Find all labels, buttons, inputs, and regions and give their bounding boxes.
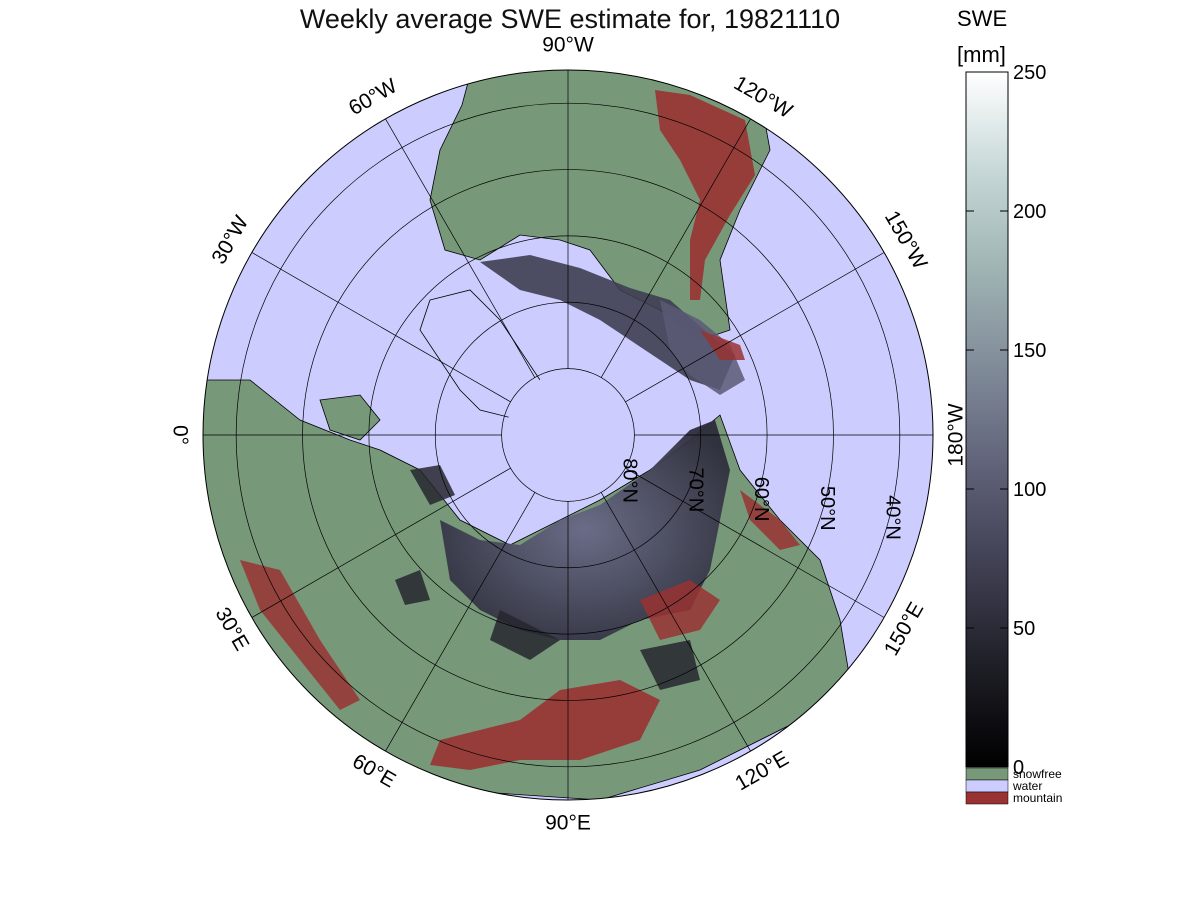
colorbar-unit: [mm] xyxy=(957,42,1006,67)
meridian-line xyxy=(251,467,511,618)
snow-cover-alaska xyxy=(660,300,745,395)
colorbar-tick-label: 50 xyxy=(1013,618,1035,640)
latitude-label: 60°N xyxy=(750,477,772,522)
colorbar-tick-label: 0 xyxy=(1013,757,1024,779)
meridian-line xyxy=(625,467,885,618)
longitude-label: 60°W xyxy=(345,74,401,120)
meridian-line xyxy=(251,252,511,403)
colorbar-ticks: 0 50 100 150 200 250 xyxy=(966,62,1046,779)
map-boundary xyxy=(202,69,934,801)
meridian-line xyxy=(385,118,536,378)
legend-label: mountain xyxy=(1013,791,1062,805)
colorbar: SWE [mm] 0 50 100 150 200 250 xyxy=(957,6,1046,779)
colorbar-tick-label: 150 xyxy=(1013,340,1046,362)
mountain-east-siberia xyxy=(640,490,800,640)
colorbar-gradient xyxy=(965,71,1009,768)
longitude-label: 0° xyxy=(168,425,191,445)
longitude-label: 90°E xyxy=(545,812,591,835)
legend-swatch xyxy=(965,767,1009,781)
longitude-label: 90°W xyxy=(542,34,594,57)
latitude-label: 70°N xyxy=(684,467,706,512)
meridian-line xyxy=(625,252,885,403)
snow-cover-patches xyxy=(395,465,700,690)
meridian-line xyxy=(385,492,536,752)
longitude-label: 60°E xyxy=(348,750,399,793)
longitude-label: 30°E xyxy=(211,603,254,654)
mountain-rockies xyxy=(655,90,755,300)
longitude-label: 180°W xyxy=(945,403,968,466)
latitude-label: 80°N xyxy=(619,458,641,503)
snow-cover-arctic-canada xyxy=(480,255,735,390)
meridian-line xyxy=(600,492,751,752)
polar-ice-area xyxy=(506,373,630,497)
latitude-labels: 80°N 70°N 60°N 50°N 40°N xyxy=(619,458,904,540)
legend-label: water xyxy=(1012,779,1042,793)
colorbar-tick-label: 100 xyxy=(1013,479,1046,501)
snow-cover-siberia xyxy=(440,420,730,640)
meridian-line xyxy=(600,118,751,378)
longitude-label: 30°W xyxy=(207,212,253,268)
mountain-alaska xyxy=(700,330,745,360)
mountain-europe xyxy=(240,560,360,710)
latitude-label: 50°N xyxy=(816,486,838,531)
legend-swatch xyxy=(965,791,1009,805)
map-title: Weekly average SWE estimate for, 1982111… xyxy=(299,4,841,34)
mountain-central-asia xyxy=(430,680,660,770)
legend-swatch xyxy=(965,779,1009,793)
colorbar-tick-label: 250 xyxy=(1013,62,1046,84)
landmass-scandinavia xyxy=(319,394,381,441)
colorbar-tick-label: 200 xyxy=(1013,201,1046,223)
latitude-label: 40°N xyxy=(882,495,904,540)
legend-label: snowfree xyxy=(1013,767,1062,781)
map-graticule xyxy=(203,70,933,800)
colorbar-title: SWE xyxy=(957,6,1007,31)
